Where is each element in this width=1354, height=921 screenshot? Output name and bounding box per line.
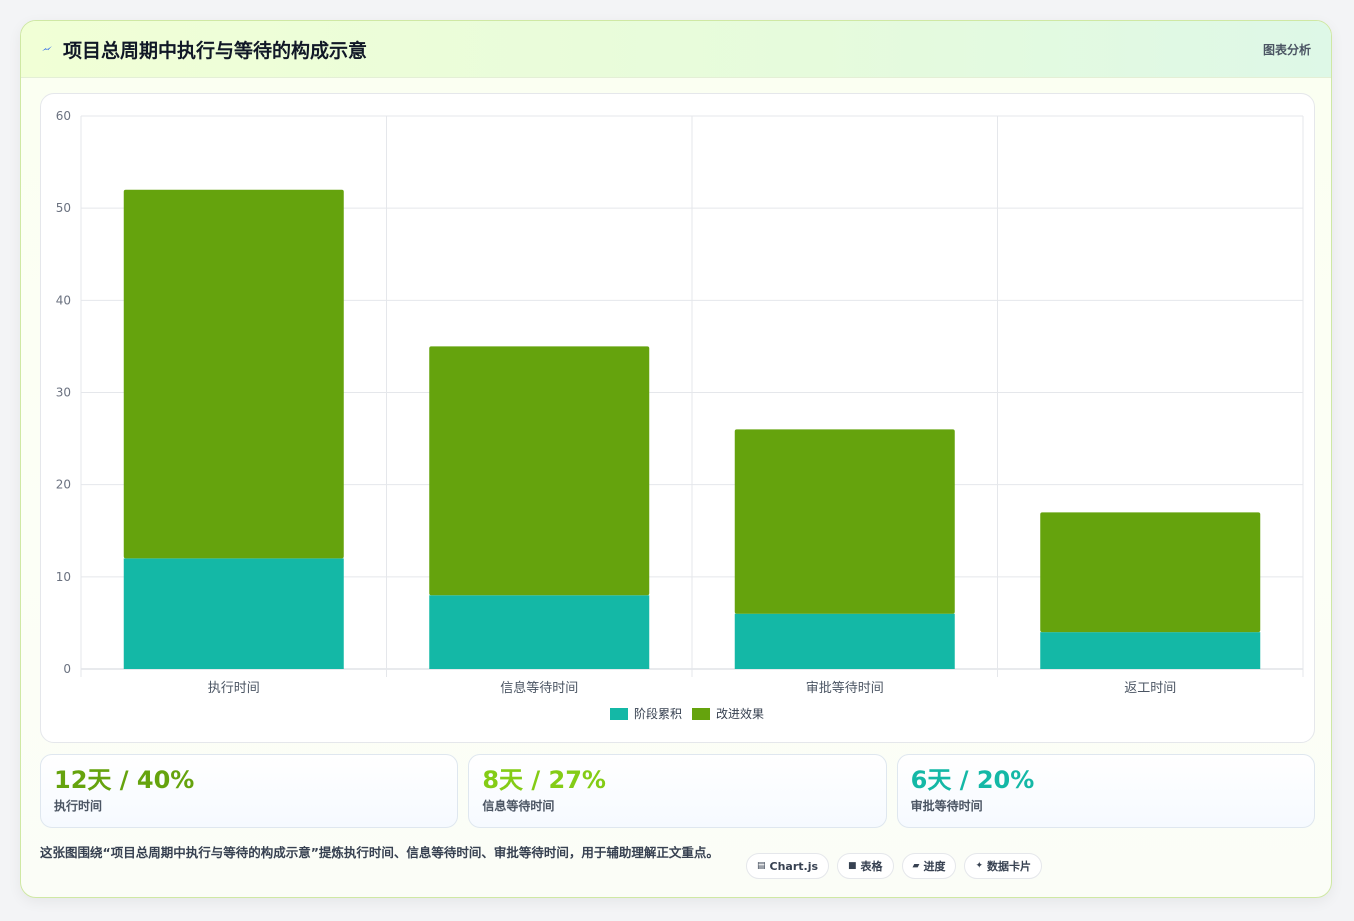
card-header: 项目总周期中执行与等待的构成示意 图表分析 — [21, 21, 1331, 78]
y-tick-label: 60 — [56, 109, 71, 123]
bar-segment — [1040, 632, 1261, 669]
table-icon: ■ — [848, 861, 857, 871]
y-tick-label: 10 — [56, 570, 71, 584]
chip-label: 表格 — [860, 860, 883, 873]
bolt-icon — [42, 46, 52, 51]
legend-swatch — [610, 708, 628, 720]
y-tick-label: 50 — [56, 201, 71, 215]
y-tick-label: 0 — [63, 662, 71, 676]
bar-segment — [123, 189, 344, 559]
stat-card-approval-wait: 6天 / 20% 审批等待时间 — [896, 754, 1315, 828]
x-tick-label: 信息等待时间 — [500, 680, 578, 696]
bar-segment — [429, 595, 650, 669]
legend-label: 改进效果 — [716, 706, 764, 721]
legend-label: 阶段累积 — [634, 706, 682, 721]
chip-table[interactable]: ■ 表格 — [837, 853, 894, 879]
card-footer: 这张图围绕“项目总周期中执行与等待的构成示意”提炼执行时间、信息等待时间、审批等… — [40, 841, 1315, 885]
stat-card-info-wait: 8天 / 27% 信息等待时间 — [468, 754, 887, 828]
stat-value: 6天 / 20% — [910, 766, 1035, 794]
bar-segment — [734, 429, 955, 614]
sparkle-icon: ✦ — [975, 861, 984, 871]
x-tick-label: 执行时间 — [208, 681, 260, 696]
chip-progress[interactable]: ▰ 进度 — [901, 853, 957, 879]
stat-label: 信息等待时间 — [482, 799, 555, 813]
legend-swatch — [692, 708, 710, 720]
stat-cards: 12天 / 40% 执行时间 8天 / 27% 信息等待时间 6天 / 20% … — [40, 754, 1315, 828]
bar-segment — [429, 346, 650, 596]
y-tick-label: 40 — [56, 293, 71, 307]
chip-label: Chart.js — [769, 859, 819, 873]
page-title: 项目总周期中执行与等待的构成示意 — [63, 39, 368, 62]
bar-segment — [734, 613, 955, 669]
x-tick-label: 返工时间 — [1124, 681, 1176, 696]
chip-data-card[interactable]: ✦ 数据卡片 — [964, 853, 1043, 879]
chart-card: 项目总周期中执行与等待的构成示意 图表分析 0 10 20 30 40 50 60 执行时间信… — [20, 20, 1332, 898]
stat-label: 执行时间 — [54, 799, 103, 813]
stat-label: 审批等待时间 — [910, 799, 983, 813]
tag-chips: ▤ Chart.js ■ 表格 ▰ 进度 ✦ 数据卡片 — [746, 853, 1043, 879]
chip-chartjs[interactable]: ▤ Chart.js — [746, 853, 830, 879]
chart-analysis-label[interactable]: 图表分析 — [1262, 42, 1311, 57]
stat-value: 8天 / 27% — [482, 766, 606, 794]
stat-value: 12天 / 40% — [54, 766, 195, 794]
x-tick-label: 审批等待时间 — [806, 680, 884, 696]
chip-label: 数据卡片 — [987, 860, 1032, 873]
bar-segment — [123, 558, 344, 669]
chart-description: 这张图围绕“项目总周期中执行与等待的构成示意”提炼执行时间、信息等待时间、审批等… — [40, 845, 719, 860]
bar-segment — [1040, 512, 1261, 633]
chart-panel: 0 10 20 30 40 50 60 执行时间 信息等待时间 审批等待时间 返工时间阶段累积 改进效… — [40, 93, 1315, 743]
chip-label: 进度 — [923, 860, 946, 873]
y-tick-label: 30 — [56, 386, 71, 400]
progress-icon: ▰ — [912, 861, 920, 871]
title-wrap: 项目总周期中执行与等待的构成示意 — [41, 36, 367, 63]
stat-card-execution: 12天 / 40% 执行时间 — [40, 754, 459, 828]
y-tick-label: 20 — [56, 478, 71, 492]
chart-icon: ▤ — [757, 861, 766, 871]
